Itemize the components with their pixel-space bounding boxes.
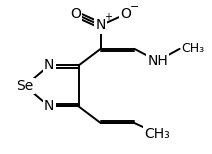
Text: N: N [44, 59, 54, 73]
Text: O: O [70, 7, 81, 21]
Text: −: − [130, 2, 139, 12]
Text: CH₃: CH₃ [145, 127, 170, 141]
Text: N: N [95, 18, 106, 32]
Text: CH₃: CH₃ [182, 42, 205, 55]
Text: N: N [44, 99, 54, 113]
Text: +: + [104, 12, 112, 22]
Text: NH: NH [147, 54, 168, 68]
Text: O: O [120, 7, 131, 21]
Text: Se: Se [16, 79, 33, 93]
